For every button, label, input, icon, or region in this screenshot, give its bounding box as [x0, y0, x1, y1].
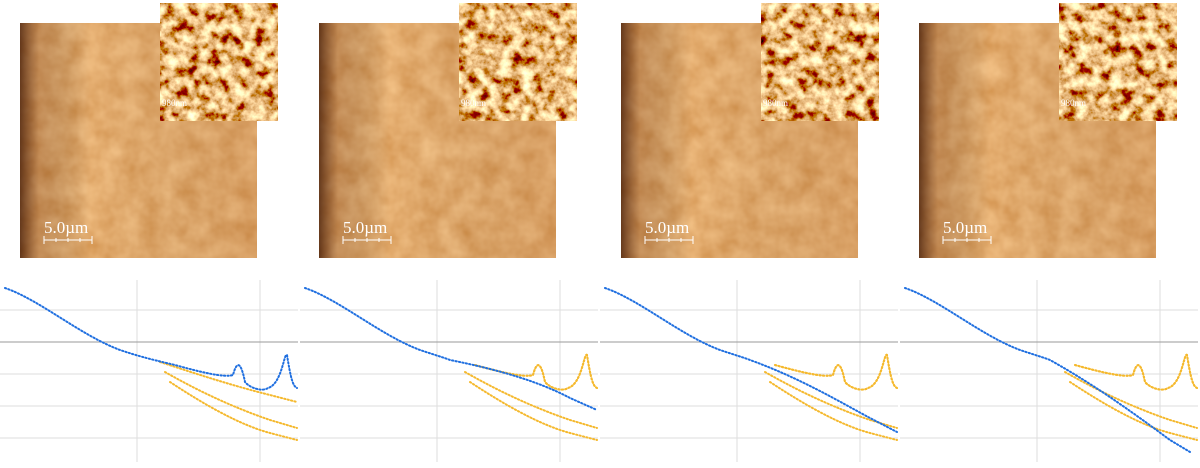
inset-scale-label: 980nm	[162, 98, 187, 108]
spectrum-curve	[164, 371, 298, 429]
spectrum-curve	[474, 353, 598, 391]
spectrum-curve	[1074, 353, 1198, 391]
spectrum-curve	[304, 287, 598, 411]
afm-inset	[160, 3, 278, 121]
afm-panel: 980nm 5.0µm	[621, 3, 879, 258]
spectrum-plot	[0, 280, 298, 462]
spectrum-curve	[159, 361, 298, 403]
spectrum-curve	[774, 353, 898, 391]
scale-bar	[342, 236, 392, 244]
inset-scale-label: 980nm	[1061, 98, 1086, 108]
scale-bar-label: 5.0µm	[343, 218, 387, 237]
spectrum-curve	[1074, 353, 1198, 391]
spectrum-curve	[464, 371, 598, 429]
afm-panel: 980nm 5.0µm	[919, 3, 1177, 258]
spectrum-plot	[900, 280, 1198, 462]
spectrum-curve	[769, 381, 898, 441]
spectrum-curve	[764, 371, 898, 429]
spectrum-plot	[600, 280, 898, 462]
scale-bar	[43, 236, 93, 244]
scale-bar-label: 5.0µm	[943, 218, 987, 237]
inset-scale-label: 980nm	[461, 98, 486, 108]
spectrum-curve	[474, 353, 598, 391]
afm-inset	[459, 3, 577, 121]
spectrum-curve	[169, 381, 298, 441]
inset-scale-label: 980nm	[763, 98, 788, 108]
spectrum-curve	[469, 381, 598, 441]
spectrum-curve	[1064, 371, 1198, 429]
scale-bar	[942, 236, 992, 244]
afm-inset	[761, 3, 879, 121]
afm-panel: 980nm 5.0µm	[319, 3, 577, 258]
scale-bar-label: 5.0µm	[645, 218, 689, 237]
spectrum-curve	[774, 353, 898, 391]
scale-bar-label: 5.0µm	[44, 218, 88, 237]
spectrum-curve	[1069, 381, 1198, 441]
spectrum-curve	[4, 287, 298, 391]
spectrum-plot	[300, 280, 598, 462]
spectrum-curve	[604, 287, 898, 433]
scale-bar	[644, 236, 694, 244]
afm-inset	[1059, 3, 1177, 121]
spectrum-curve	[904, 287, 1191, 453]
afm-panel: 980nm 5.0µm	[20, 3, 278, 258]
